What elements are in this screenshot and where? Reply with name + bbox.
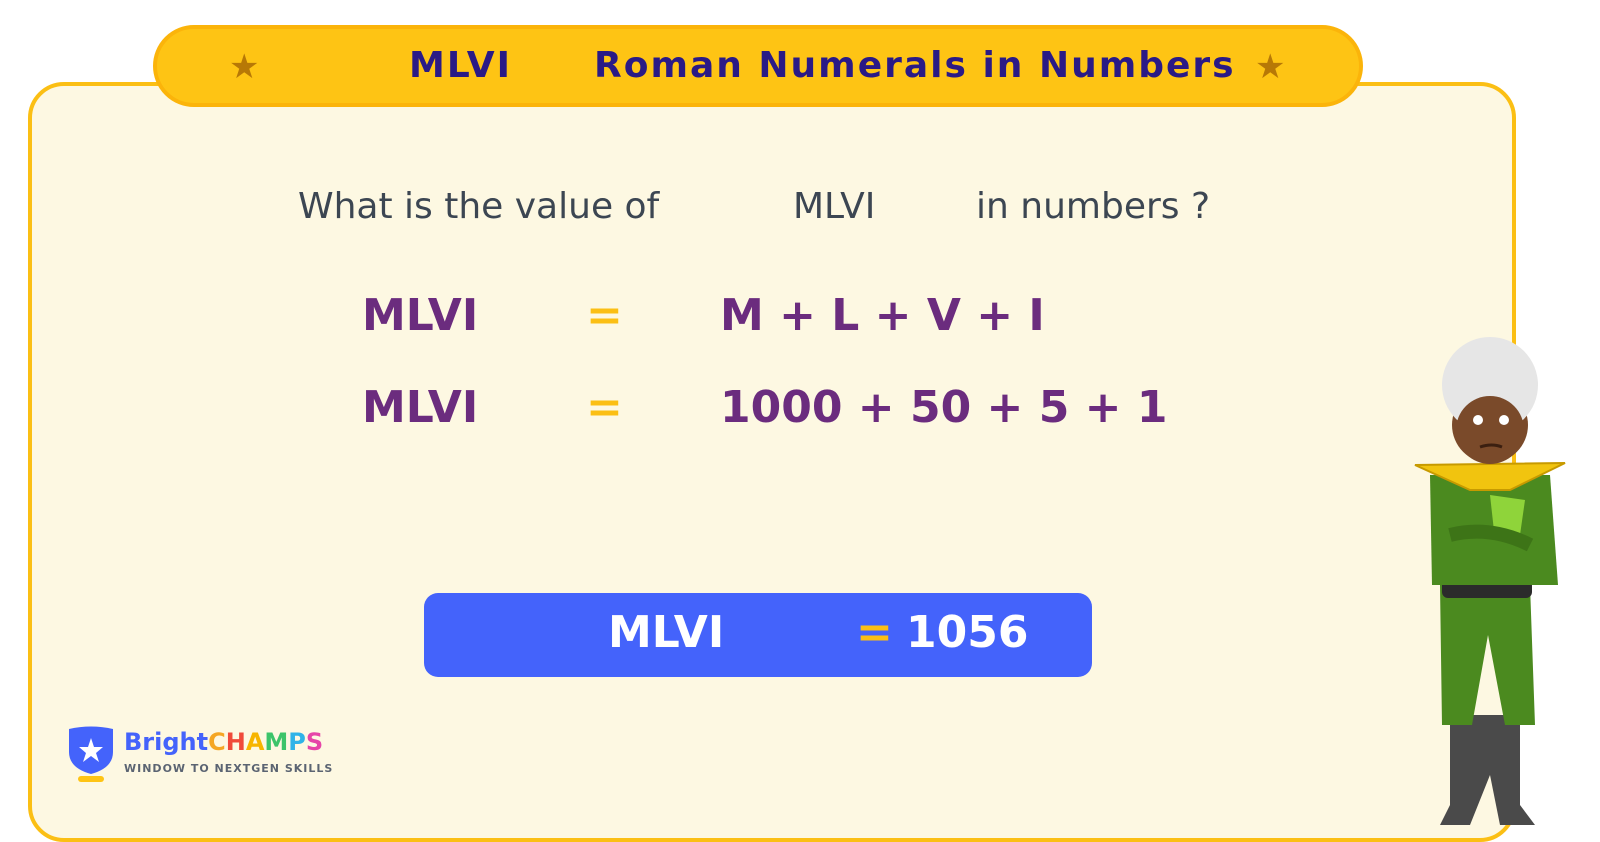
brand-letter: S [305, 728, 324, 756]
star-icon: ★ [1255, 47, 1286, 87]
equation-rhs: 1000 + 50 + 5 + 1 [720, 382, 1168, 433]
equals-sign: = [586, 290, 623, 341]
equation-rhs: M + L + V + I [720, 290, 1045, 341]
banner-numeral: MLVI [409, 45, 513, 86]
question-suffix: in numbers ? [976, 186, 1211, 227]
question-numeral: MLVI [793, 186, 876, 227]
result-value: 1056 [906, 607, 1029, 658]
result-equals: = [856, 607, 893, 658]
question-prefix: What is the value of [298, 186, 660, 227]
equation-lhs: MLVI [362, 382, 479, 433]
content-card [28, 82, 1516, 842]
equals-sign: = [586, 382, 623, 433]
brand-letter: H [225, 728, 246, 756]
brightchamps-logo: BrightCHAMPS WINDOW TO NEXTGEN SKILLS [66, 726, 332, 788]
brand-bright: Bright [124, 728, 209, 756]
brand-letter: P [288, 728, 306, 756]
equation-lhs: MLVI [362, 290, 479, 341]
result-box: MLVI = 1056 [424, 593, 1092, 677]
brand-name: BrightCHAMPS [124, 728, 323, 756]
banner-title: Roman Numerals in Numbers [594, 45, 1236, 86]
brand-tagline: WINDOW TO NEXTGEN SKILLS [124, 762, 334, 775]
thinking-character-illustration [1414, 337, 1566, 825]
brand-letter: C [208, 728, 226, 756]
title-banner: ★ MLVI Roman Numerals in Numbers ★ [153, 25, 1363, 107]
star-icon: ★ [229, 47, 260, 87]
brand-letter: A [245, 728, 265, 756]
brand-letter: M [264, 728, 289, 756]
result-numeral: MLVI [608, 607, 725, 658]
shield-icon [69, 726, 113, 782]
